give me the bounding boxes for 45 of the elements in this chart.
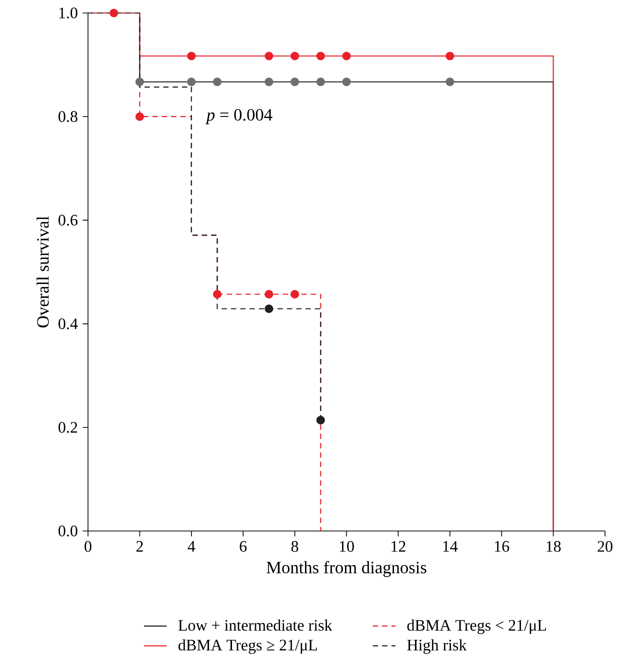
y-tick-label: 0.0 — [58, 526, 78, 536]
point — [290, 290, 300, 299]
point — [135, 78, 144, 86]
point — [264, 290, 274, 299]
legend-label: dBMA Tregs < 21/μL — [407, 619, 546, 634]
point — [446, 78, 454, 86]
point — [342, 52, 351, 60]
x-tick-label: 18 — [546, 541, 561, 552]
point — [316, 52, 325, 60]
x-tick-label: 8 — [291, 541, 298, 552]
legend-label: Low + intermediate risk — [178, 619, 332, 631]
point — [290, 52, 300, 60]
legend-label: High risk — [407, 639, 467, 654]
x-tick-label: 6 — [240, 541, 247, 552]
y-axis-title: Overall survival — [36, 216, 49, 328]
x-tick-label: 10 — [340, 541, 354, 552]
x-tick-label: 12 — [392, 541, 406, 552]
point — [446, 52, 454, 60]
point — [135, 112, 144, 121]
y-tick-label: 0.4 — [58, 318, 78, 330]
y-tick-label: 0.6 — [58, 214, 78, 226]
x-tick-label: 20 — [598, 541, 612, 552]
y-tick-label: 0.2 — [58, 422, 78, 433]
x-tick-label: 4 — [188, 541, 196, 552]
annotation: p = 0.004 — [205, 108, 272, 124]
x-tick-label: 16 — [495, 541, 510, 552]
x-tick-label: 0 — [84, 541, 92, 552]
point — [316, 416, 325, 424]
point — [110, 8, 118, 18]
point — [290, 78, 300, 86]
x-axis-title: Months from diagnosis — [266, 560, 426, 577]
point — [316, 78, 325, 86]
point — [264, 52, 274, 60]
point — [187, 52, 196, 60]
point — [212, 78, 222, 86]
x-tick-label: 14 — [443, 541, 458, 552]
point — [264, 78, 274, 86]
point — [187, 78, 196, 86]
point — [264, 304, 274, 314]
point — [212, 290, 222, 299]
y-tick-label: 0.8 — [58, 111, 78, 122]
y-tick-label: 1.0 — [59, 8, 78, 18]
legend-label: dBMA Tregs ≥ 21/μL — [178, 639, 317, 654]
x-tick-label: 2 — [136, 541, 143, 552]
point — [342, 78, 351, 86]
